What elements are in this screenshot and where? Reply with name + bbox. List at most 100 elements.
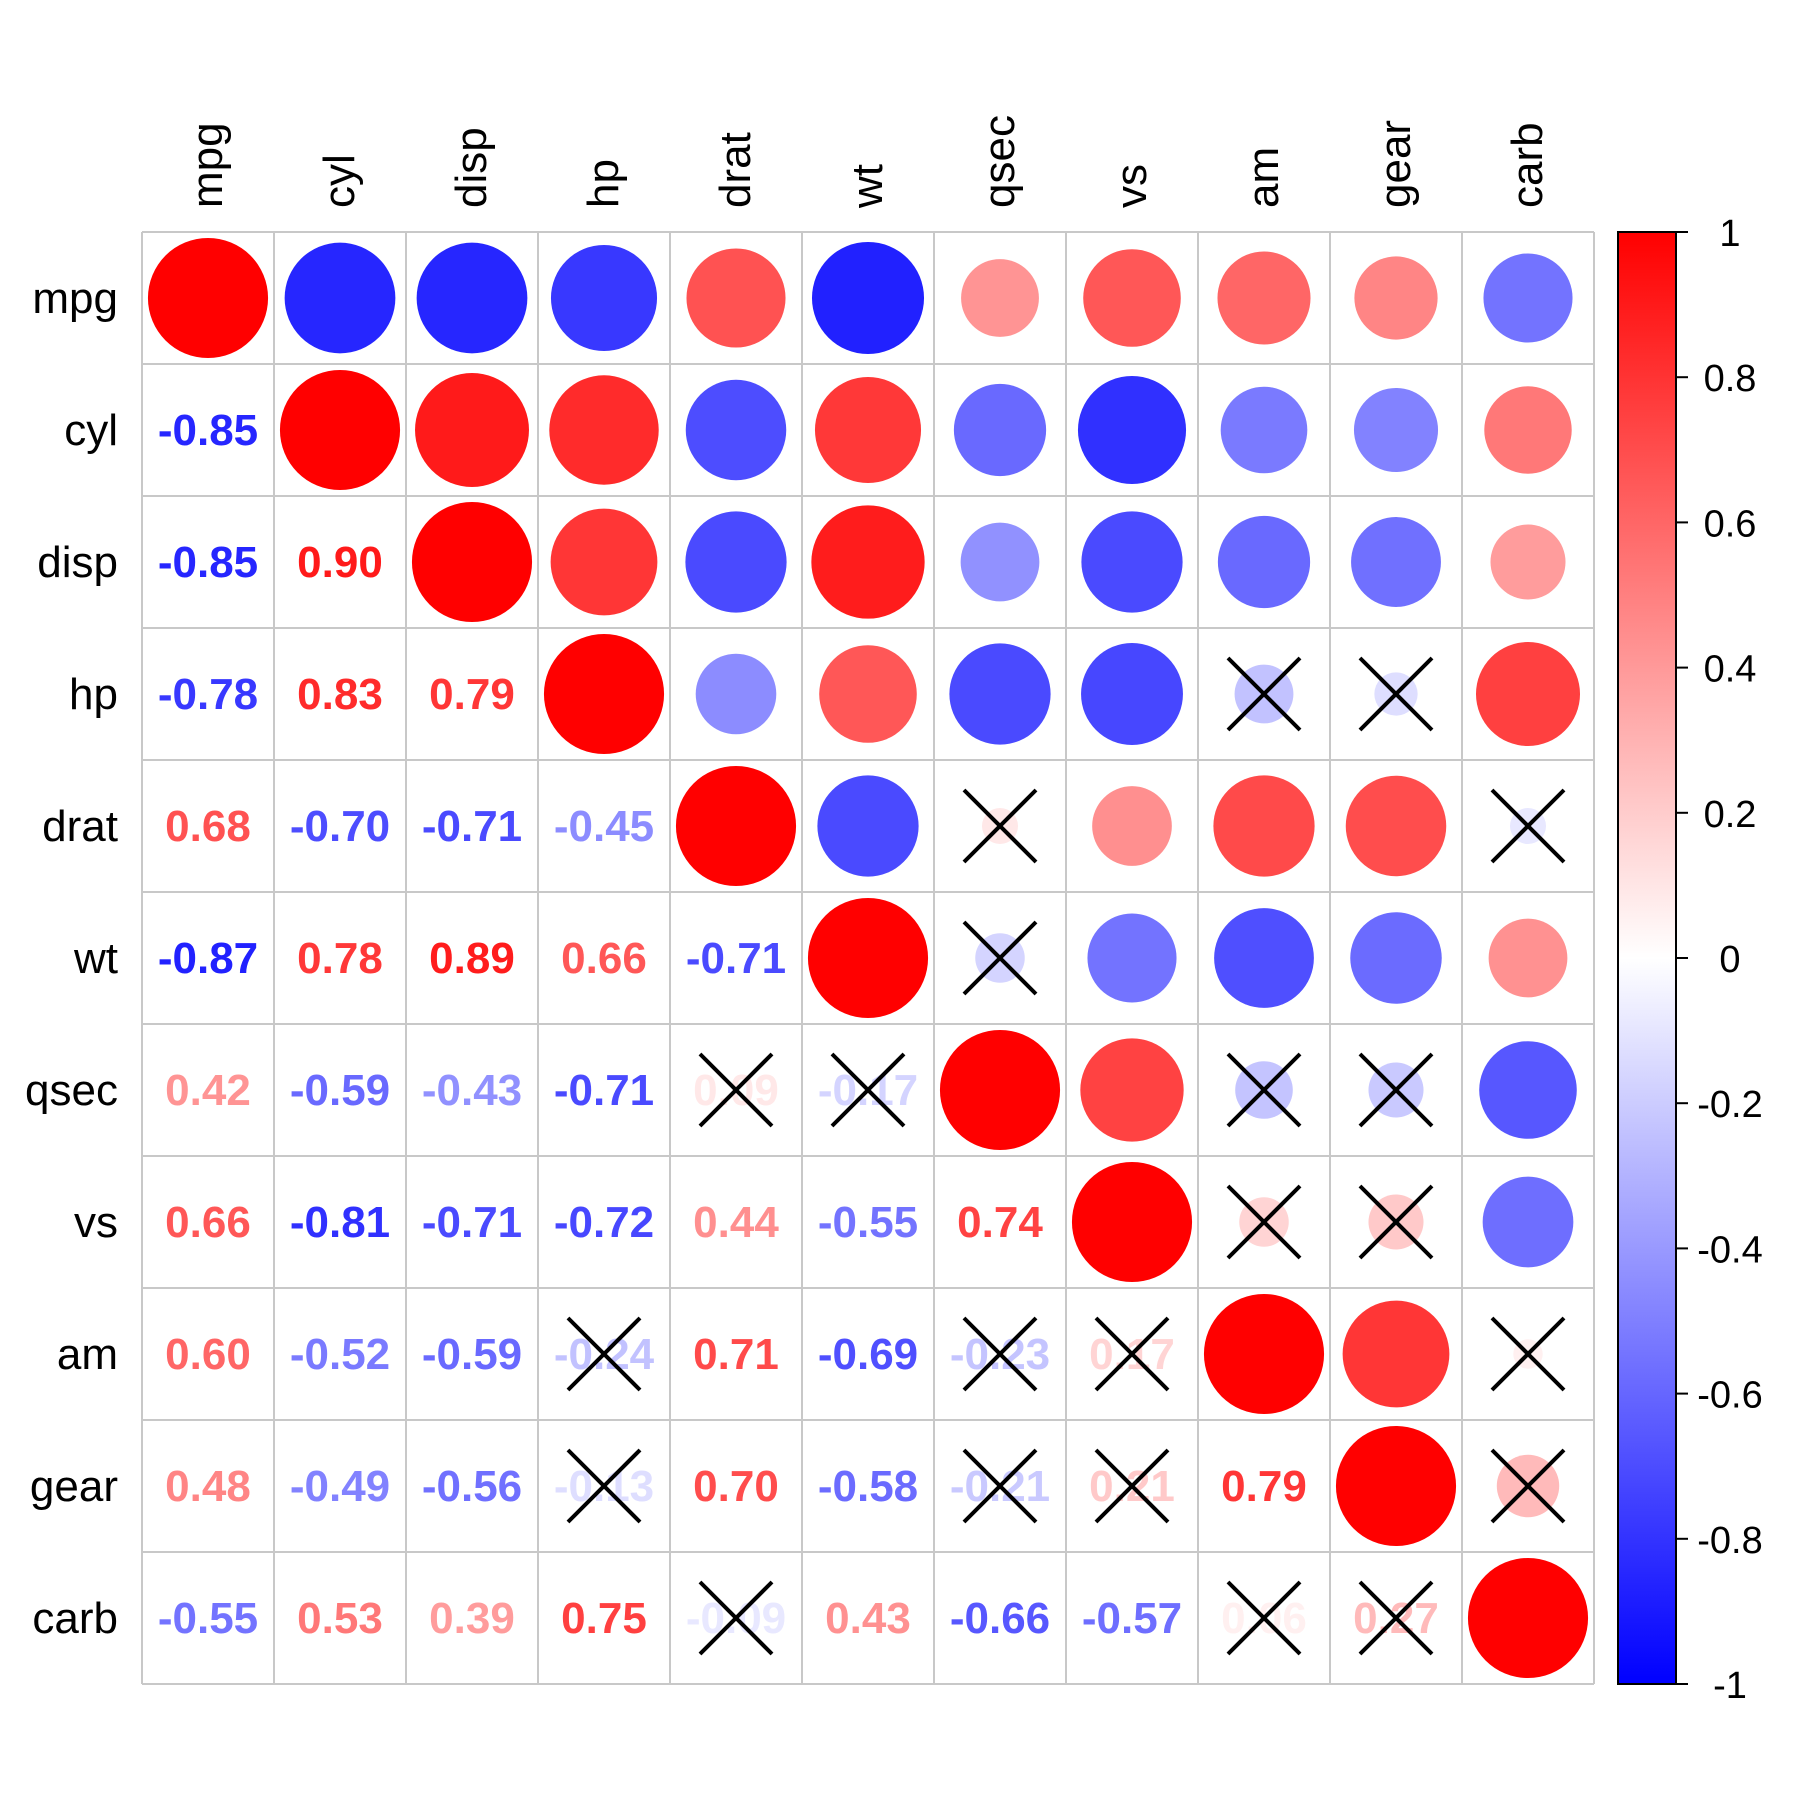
- corr-circle-hp-qsec: [949, 643, 1051, 745]
- nonsignificant-cross: [962, 920, 1038, 996]
- nonsignificant-cross: [1490, 1316, 1566, 1392]
- corr-circle-wt-carb: [1488, 918, 1568, 998]
- row-label-qsec: qsec: [25, 1066, 118, 1115]
- column-label-cyl: cyl: [315, 154, 364, 208]
- corr-value-qsec-hp: -0.71: [554, 1066, 654, 1115]
- corr-circle-cyl-drat: [685, 379, 787, 481]
- nonsignificant-cross: [1094, 1448, 1170, 1524]
- colorbar-tick-label: -0.2: [1697, 1084, 1762, 1126]
- matrix-grid: [141, 231, 1595, 1685]
- corr-value-wt-hp: 0.66: [561, 934, 647, 983]
- nonsignificant-cross: [1490, 788, 1566, 864]
- corr-value-drat-cyl: -0.70: [290, 802, 390, 851]
- corr-circle-hp-drat: [695, 653, 777, 735]
- row-label-drat: drat: [42, 802, 118, 851]
- corr-value-drat-disp: -0.71: [422, 802, 522, 851]
- nonsignificant-cross: [1490, 1448, 1566, 1524]
- corr-value-am-disp: -0.59: [422, 1330, 522, 1379]
- corr-circle-disp-drat: [685, 511, 787, 613]
- corr-circle-wt-gear: [1350, 912, 1442, 1004]
- row-label-disp: disp: [37, 538, 118, 587]
- column-label-vs: vs: [1107, 164, 1156, 208]
- corr-circle-hp-wt: [819, 645, 917, 743]
- corr-circle-mpg-drat: [686, 248, 786, 348]
- corr-circle-mpg-hp: [550, 244, 658, 352]
- nonsignificant-cross: [1226, 1052, 1302, 1128]
- corr-value-qsec-disp: -0.43: [422, 1066, 522, 1115]
- corr-circle-drat-wt: [817, 775, 919, 877]
- corr-circle-disp-wt: [811, 505, 925, 619]
- corr-value-vs-cyl: -0.81: [290, 1198, 390, 1247]
- row-label-am: am: [57, 1330, 118, 1379]
- corr-value-vs-qsec: 0.74: [957, 1198, 1043, 1247]
- row-label-cyl: cyl: [64, 406, 118, 455]
- colorbar-tick-label: -1: [1713, 1665, 1747, 1707]
- corr-value-carb-vs: -0.57: [1082, 1594, 1182, 1643]
- row-label-hp: hp: [69, 670, 118, 719]
- corr-circle-disp-carb: [1490, 524, 1566, 600]
- nonsignificant-cross: [1358, 1184, 1434, 1260]
- corr-circle-mpg-gear: [1354, 256, 1438, 340]
- corr-circle-am-gear: [1342, 1300, 1450, 1408]
- corr-circle-hp-vs: [1081, 643, 1183, 745]
- corr-value-vs-mpg: 0.66: [165, 1198, 251, 1247]
- corr-value-am-mpg: 0.60: [165, 1330, 251, 1379]
- corr-circle-disp-am: [1217, 515, 1311, 609]
- column-label-am: am: [1239, 147, 1288, 208]
- row-label-wt: wt: [73, 934, 118, 983]
- column-labels: mpg cyl disp hp drat wt qsec vs am gear carb: [183, 115, 1552, 209]
- corr-value-gear-cyl: -0.49: [290, 1462, 390, 1511]
- colorbar-tick-label: 0.4: [1704, 649, 1757, 691]
- colorbar: 1 0.8 0.6 0.4 0.2 0 -0.2 -0.4 -0.6 -0.8 -1: [1617, 213, 1763, 1707]
- corr-value-am-drat: 0.71: [693, 1330, 779, 1379]
- column-label-carb: carb: [1503, 122, 1552, 208]
- corr-value-disp-mpg: -0.85: [158, 538, 258, 587]
- corr-circle-mpg-am: [1217, 251, 1311, 345]
- colorbar-tick-label: -0.6: [1697, 1375, 1762, 1417]
- corr-circle-drat-drat: [675, 765, 797, 887]
- corr-value-am-cyl: -0.52: [290, 1330, 390, 1379]
- nonsignificant-cross: [566, 1448, 642, 1524]
- corr-value-vs-drat: 0.44: [693, 1198, 779, 1247]
- row-label-mpg: mpg: [32, 274, 118, 323]
- corr-circle-qsec-vs: [1080, 1038, 1184, 1142]
- corr-circle-hp-hp: [543, 633, 665, 755]
- nonsignificant-cross: [1358, 1580, 1434, 1656]
- column-label-wt: wt: [843, 164, 892, 209]
- corr-value-vs-wt: -0.55: [818, 1198, 918, 1247]
- corr-value-hp-mpg: -0.78: [158, 670, 258, 719]
- corr-circle-hp-carb: [1475, 641, 1581, 747]
- corr-circle-vs-carb: [1482, 1176, 1574, 1268]
- corr-circle-mpg-mpg: [147, 237, 269, 359]
- corr-value-vs-hp: -0.72: [554, 1198, 654, 1247]
- corr-circle-qsec-carb: [1479, 1041, 1577, 1139]
- row-labels: mpg cyl disp hp drat wt qsec vs am gear carb: [25, 274, 118, 1643]
- nonsignificant-cross: [1226, 1580, 1302, 1656]
- nonsignificant-cross: [1358, 656, 1434, 732]
- corr-value-wt-disp: 0.89: [429, 934, 515, 983]
- corr-circle-am-am: [1203, 1293, 1325, 1415]
- corr-value-carb-qsec: -0.66: [950, 1594, 1050, 1643]
- nonsignificant-cross: [1226, 656, 1302, 732]
- corr-circle-cyl-qsec: [953, 383, 1047, 477]
- corr-circle-qsec-qsec: [939, 1029, 1061, 1151]
- corr-circle-disp-qsec: [960, 522, 1040, 602]
- colorbar-tick-label: -0.8: [1697, 1520, 1762, 1562]
- nonsignificant-cross: [1094, 1316, 1170, 1392]
- corr-circle-disp-disp: [411, 501, 533, 623]
- corr-value-wt-cyl: 0.78: [297, 934, 383, 983]
- corr-value-gear-wt: -0.58: [818, 1462, 918, 1511]
- corr-value-drat-hp: -0.45: [554, 802, 654, 851]
- colorbar-tick-label: 0.6: [1704, 503, 1757, 545]
- nonsignificant-cross: [1226, 1184, 1302, 1260]
- corr-value-hp-cyl: 0.83: [297, 670, 383, 719]
- colorbar-tick-label: 0: [1719, 939, 1740, 981]
- corr-value-vs-disp: -0.71: [422, 1198, 522, 1247]
- corr-value-qsec-mpg: 0.42: [165, 1066, 251, 1115]
- corr-circle-cyl-wt: [814, 376, 922, 484]
- nonsignificant-cross: [1358, 1052, 1434, 1128]
- corr-value-carb-disp: 0.39: [429, 1594, 515, 1643]
- corr-circle-vs-vs: [1071, 1161, 1193, 1283]
- corr-value-gear-mpg: 0.48: [165, 1462, 251, 1511]
